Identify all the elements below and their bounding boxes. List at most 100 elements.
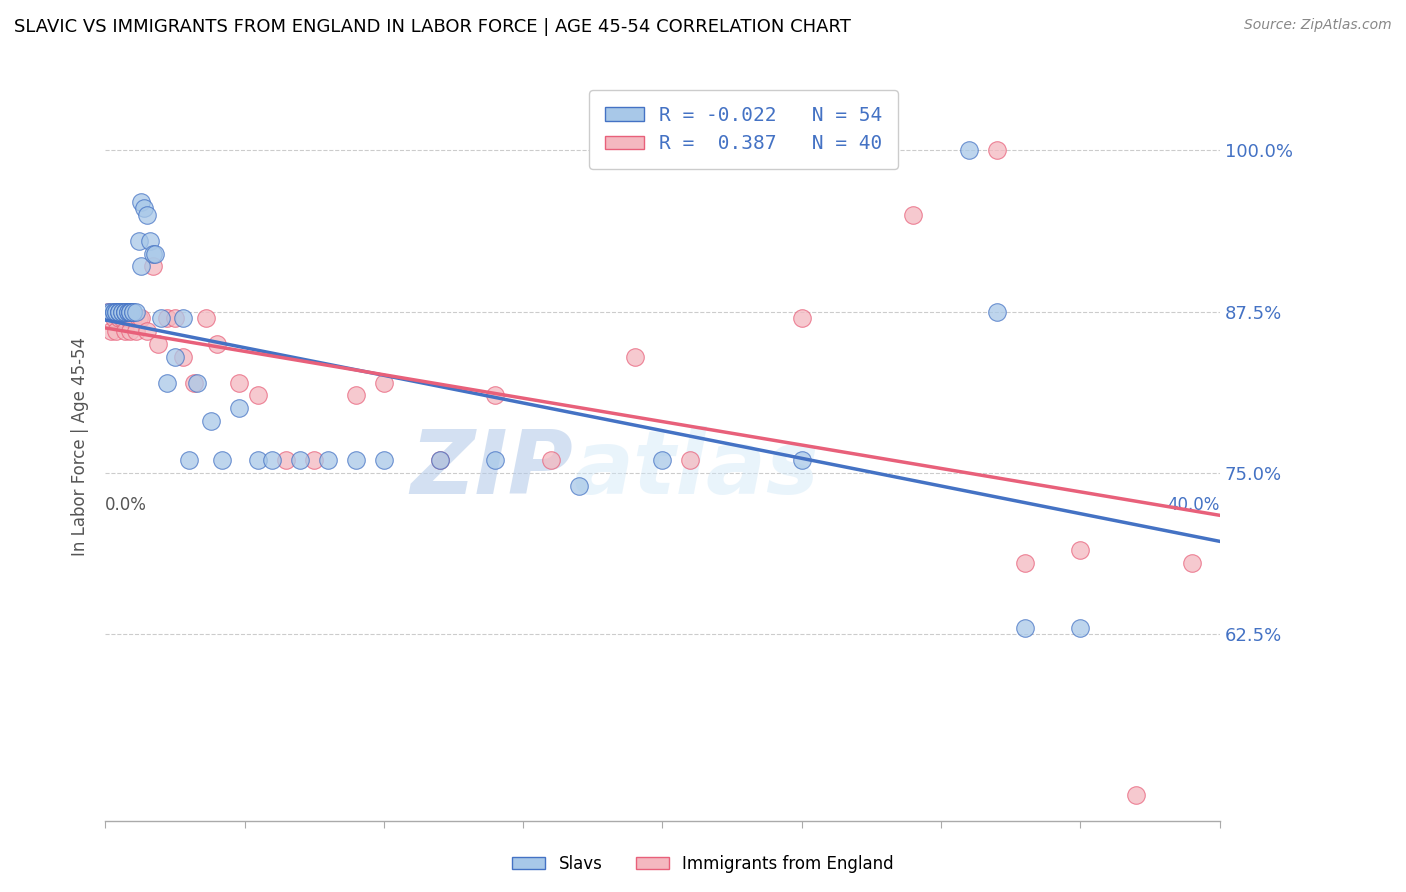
Point (1181, 556, 1204, 570)
Point (105, 324, 128, 338)
Point (117, 304, 139, 318)
Point (100, 304, 122, 318)
Point (155, 311, 177, 326)
Point (149, 311, 172, 326)
Point (986, 144, 1008, 158)
Point (986, 304, 1008, 318)
Point (373, 376, 395, 390)
Point (100, 324, 122, 338)
Point (211, 453, 233, 467)
Point (136, 208, 159, 222)
Point (97, 304, 120, 318)
Legend: R = -0.022   N = 54, R =  0.387   N = 40: R = -0.022 N = 54, R = 0.387 N = 40 (589, 90, 898, 169)
Point (117, 304, 139, 318)
Text: ZIP: ZIP (411, 425, 574, 513)
Point (103, 304, 125, 318)
Y-axis label: In Labor Force | Age 45-54: In Labor Force | Age 45-54 (72, 337, 89, 557)
Point (145, 246, 167, 260)
Point (122, 304, 145, 318)
Point (114, 304, 136, 318)
Point (186, 376, 208, 390)
Point (125, 324, 148, 338)
Point (262, 453, 284, 467)
Point (484, 388, 506, 402)
Text: SLAVIC VS IMMIGRANTS FROM ENGLAND IN LABOR FORCE | AGE 45-54 CORRELATION CHART: SLAVIC VS IMMIGRANTS FROM ENGLAND IN LAB… (14, 18, 851, 36)
Point (276, 453, 298, 467)
Point (177, 453, 200, 467)
Text: Source: ZipAtlas.com: Source: ZipAtlas.com (1244, 18, 1392, 32)
Point (228, 376, 250, 390)
Point (1125, 788, 1147, 802)
Point (142, 260, 165, 274)
Point (128, 311, 150, 326)
Point (136, 324, 159, 338)
Point (105, 304, 128, 318)
Point (131, 194, 153, 209)
Point (194, 311, 217, 326)
Point (1014, 621, 1036, 635)
Point (540, 453, 562, 467)
Point (205, 336, 228, 351)
Point (484, 453, 506, 467)
Point (290, 453, 312, 467)
Point (155, 376, 177, 390)
Point (790, 453, 813, 467)
Point (111, 304, 134, 318)
Point (429, 453, 451, 467)
Point (131, 311, 153, 326)
Legend: Slavs, Immigrants from England: Slavs, Immigrants from England (505, 848, 901, 880)
Point (125, 304, 148, 318)
Point (651, 453, 673, 467)
Point (228, 401, 250, 416)
Point (105, 304, 128, 318)
Point (790, 311, 813, 326)
Point (117, 311, 139, 326)
Point (108, 304, 131, 318)
Point (146, 336, 169, 351)
Point (120, 304, 142, 318)
Point (172, 311, 194, 326)
Point (120, 304, 142, 318)
Point (903, 208, 925, 222)
Point (679, 453, 702, 467)
Point (316, 453, 339, 467)
Point (120, 304, 142, 318)
Point (108, 304, 131, 318)
Point (108, 311, 131, 326)
Point (957, 144, 980, 158)
Point (114, 304, 136, 318)
Point (172, 350, 194, 364)
Point (163, 350, 186, 364)
Point (122, 311, 145, 326)
Text: 0.0%: 0.0% (105, 496, 148, 514)
Point (122, 304, 145, 318)
Point (344, 388, 367, 402)
Point (114, 324, 136, 338)
Point (111, 311, 134, 326)
Point (134, 202, 156, 216)
Text: 40.0%: 40.0% (1167, 496, 1220, 514)
Point (103, 311, 125, 326)
Point (111, 304, 134, 318)
Point (131, 260, 153, 274)
Point (142, 246, 165, 260)
Point (1014, 556, 1036, 570)
Point (373, 453, 395, 467)
Point (128, 234, 150, 248)
Point (302, 453, 325, 467)
Point (97, 304, 120, 318)
Point (1069, 621, 1091, 635)
Point (247, 453, 270, 467)
Point (139, 234, 162, 248)
Point (163, 311, 186, 326)
Point (114, 304, 136, 318)
Point (200, 414, 222, 428)
Text: atlas: atlas (574, 425, 820, 513)
Point (344, 453, 367, 467)
Point (183, 376, 205, 390)
Point (108, 304, 131, 318)
Point (623, 350, 645, 364)
Point (120, 324, 142, 338)
Point (429, 453, 451, 467)
Point (568, 478, 591, 492)
